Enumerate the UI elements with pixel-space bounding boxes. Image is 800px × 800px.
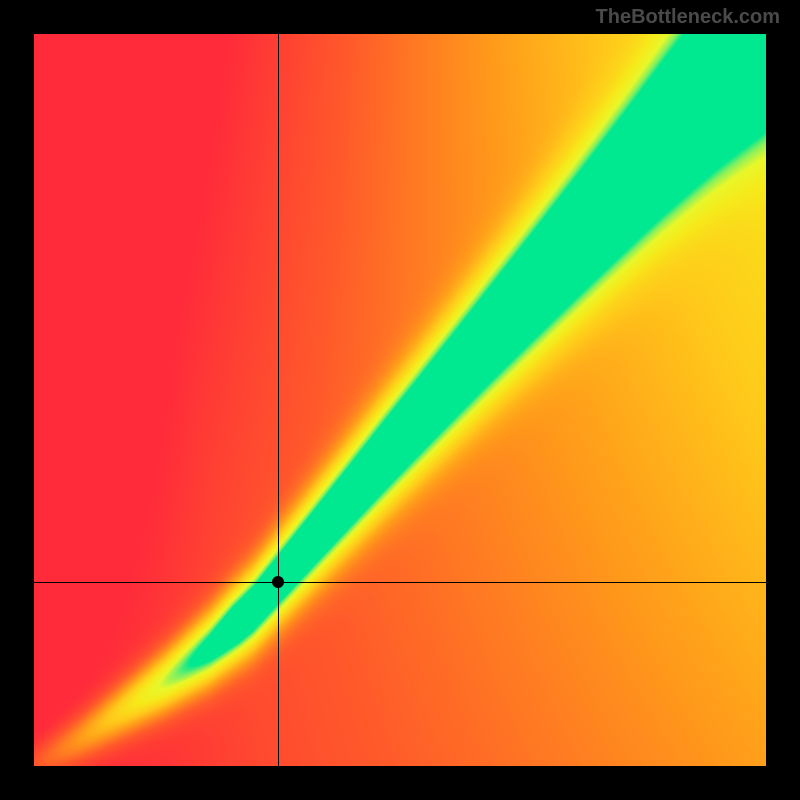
heatmap-plot [34,34,766,766]
heatmap-canvas [34,34,766,766]
crosshair-horizontal [34,582,766,583]
crosshair-vertical [278,34,279,766]
watermark-label: TheBottleneck.com [596,6,780,29]
chart-page: TheBottleneck.com [0,0,800,800]
crosshair-marker-dot [272,576,284,588]
